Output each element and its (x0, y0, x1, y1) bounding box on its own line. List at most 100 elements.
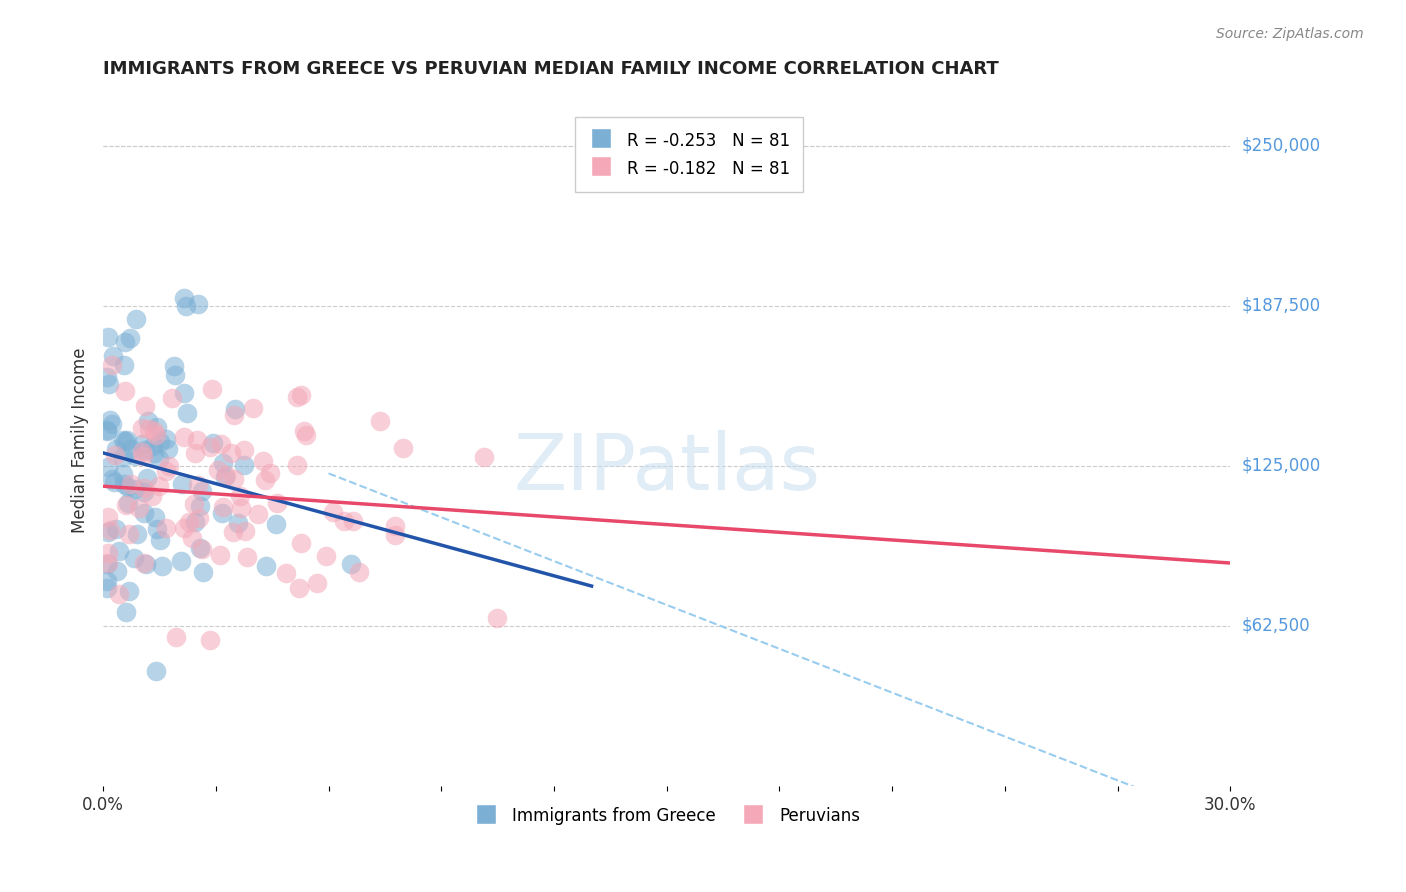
Point (111, 450, 134, 464)
Point (200, 440, 222, 454)
Point (485, 611, 508, 625)
Text: $125,000: $125,000 (1241, 457, 1320, 475)
Point (118, 526, 141, 541)
Point (219, 446, 242, 460)
Point (97, 330, 120, 344)
Point (132, 506, 155, 520)
Point (122, 551, 145, 566)
Point (224, 472, 246, 486)
Point (173, 521, 195, 535)
Point (370, 414, 392, 428)
Point (165, 630, 187, 644)
Point (111, 467, 134, 482)
Point (96, 423, 118, 437)
Point (173, 291, 195, 305)
Point (201, 436, 224, 450)
Point (266, 496, 288, 510)
Point (211, 506, 233, 520)
Point (200, 382, 222, 396)
Point (174, 299, 197, 313)
Point (135, 557, 157, 571)
Point (97, 509, 120, 524)
Point (252, 454, 274, 468)
Point (285, 458, 308, 473)
Point (141, 489, 163, 503)
Text: $62,500: $62,500 (1241, 616, 1310, 635)
Point (108, 587, 131, 601)
Point (124, 482, 146, 496)
Point (214, 469, 236, 483)
Point (114, 358, 136, 372)
Point (349, 565, 371, 579)
Point (120, 442, 142, 456)
Point (103, 475, 125, 489)
Point (173, 430, 195, 444)
Point (114, 605, 136, 619)
Point (114, 434, 136, 448)
Point (138, 422, 160, 436)
Point (131, 421, 153, 435)
Point (186, 433, 208, 447)
Point (115, 433, 138, 447)
Point (96, 424, 118, 438)
Point (118, 584, 141, 599)
Point (148, 451, 170, 466)
Point (160, 392, 183, 406)
Point (183, 497, 205, 511)
Point (207, 463, 229, 477)
Point (97, 546, 120, 560)
Point (290, 536, 312, 550)
Point (384, 518, 406, 533)
Point (173, 385, 195, 400)
Point (125, 312, 148, 326)
Point (307, 576, 329, 591)
Point (124, 449, 146, 463)
Point (100, 472, 122, 486)
Point (148, 478, 170, 492)
Point (104, 448, 127, 462)
Legend: Immigrants from Greece, Peruvians: Immigrants from Greece, Peruvians (467, 799, 866, 833)
Point (104, 522, 127, 536)
Point (146, 522, 169, 536)
Point (231, 500, 253, 515)
Text: IMMIGRANTS FROM GREECE VS PERUVIAN MEDIAN FAMILY INCOME CORRELATION CHART: IMMIGRANTS FROM GREECE VS PERUVIAN MEDIA… (103, 60, 998, 78)
Point (134, 399, 156, 413)
Point (211, 456, 233, 470)
Point (222, 524, 245, 539)
Point (290, 387, 312, 401)
Point (208, 548, 231, 562)
Point (209, 437, 232, 451)
Point (134, 556, 156, 570)
Point (242, 401, 264, 415)
Point (229, 490, 252, 504)
Point (96, 557, 118, 571)
Point (232, 458, 254, 472)
Point (97, 377, 120, 392)
Point (136, 471, 159, 485)
Point (128, 501, 150, 516)
Point (235, 549, 257, 564)
Point (188, 511, 211, 525)
Point (342, 514, 364, 528)
Point (143, 509, 166, 524)
Point (134, 442, 156, 457)
Point (212, 500, 235, 514)
Point (332, 515, 354, 529)
Point (127, 527, 149, 541)
Point (157, 442, 180, 456)
Point (188, 500, 211, 514)
Point (114, 334, 136, 349)
Point (295, 427, 318, 442)
Point (224, 401, 246, 416)
Point (288, 581, 311, 595)
Point (190, 484, 212, 499)
Point (131, 445, 153, 459)
Point (117, 480, 139, 494)
Point (155, 521, 177, 535)
Point (246, 508, 269, 522)
Point (181, 532, 204, 546)
Point (259, 467, 281, 481)
Point (392, 442, 415, 456)
Point (121, 477, 143, 491)
Point (145, 420, 167, 434)
